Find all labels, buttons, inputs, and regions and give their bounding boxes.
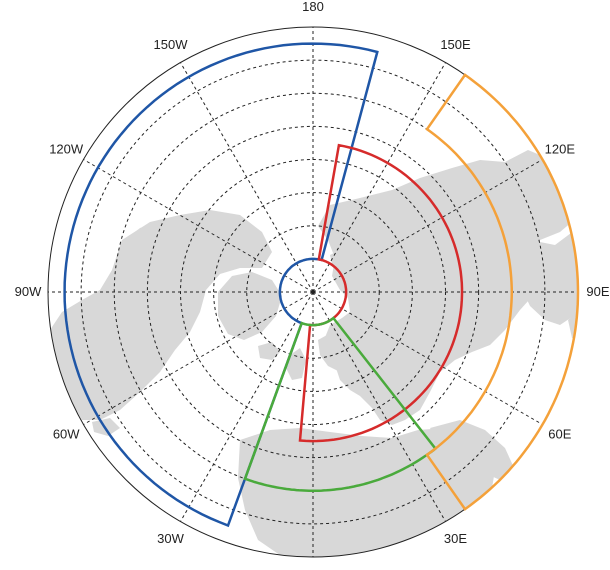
meridian-30W [180, 291, 314, 522]
land-uk [286, 348, 306, 380]
land-alaska [120, 222, 170, 262]
latitude-circle-60 [213, 192, 413, 392]
meridian-label-150W: 150W [154, 37, 189, 52]
meridian-120E [312, 159, 543, 293]
land-iceland [258, 342, 280, 360]
land-south-america-tip [78, 510, 124, 557]
meridian-label-120W: 120W [49, 142, 84, 157]
land-greenland [218, 272, 282, 340]
meridian-label-180: 180 [302, 0, 324, 14]
land-eurasia [318, 150, 578, 425]
meridian-labels: 030E60E90E120E150E180150W120W90W60W30W [15, 0, 610, 570]
region-orange [425, 73, 580, 511]
meridian-120W [83, 159, 314, 293]
meridian-label-150E: 150E [440, 37, 471, 52]
meridian-label-90W: 90W [15, 284, 42, 299]
meridian-60E [312, 291, 543, 425]
latitude-circle-20 [80, 59, 546, 525]
meridian-label-30E: 30E [444, 531, 467, 546]
meridian-label-30W: 30W [157, 531, 184, 546]
region-red [298, 143, 464, 443]
land-north-america [50, 210, 272, 420]
meridian-150W [180, 62, 314, 293]
meridian-label-120E: 120E [545, 142, 576, 157]
meridian-label-90E: 90E [586, 284, 609, 299]
meridian-150E [312, 62, 446, 293]
meridian-label-60W: 60W [53, 427, 80, 442]
land-cuba-caribbean [92, 418, 120, 436]
region-outlines [63, 42, 580, 528]
meridian-lines [48, 27, 578, 557]
region-green [243, 316, 438, 492]
latitude-circle-40 [146, 125, 480, 459]
land-arctic-islands [190, 236, 258, 262]
meridian-label-60E: 60E [548, 427, 571, 442]
meridian-30E [312, 291, 446, 522]
land-masses [50, 150, 578, 557]
meridian-60W [83, 291, 314, 425]
